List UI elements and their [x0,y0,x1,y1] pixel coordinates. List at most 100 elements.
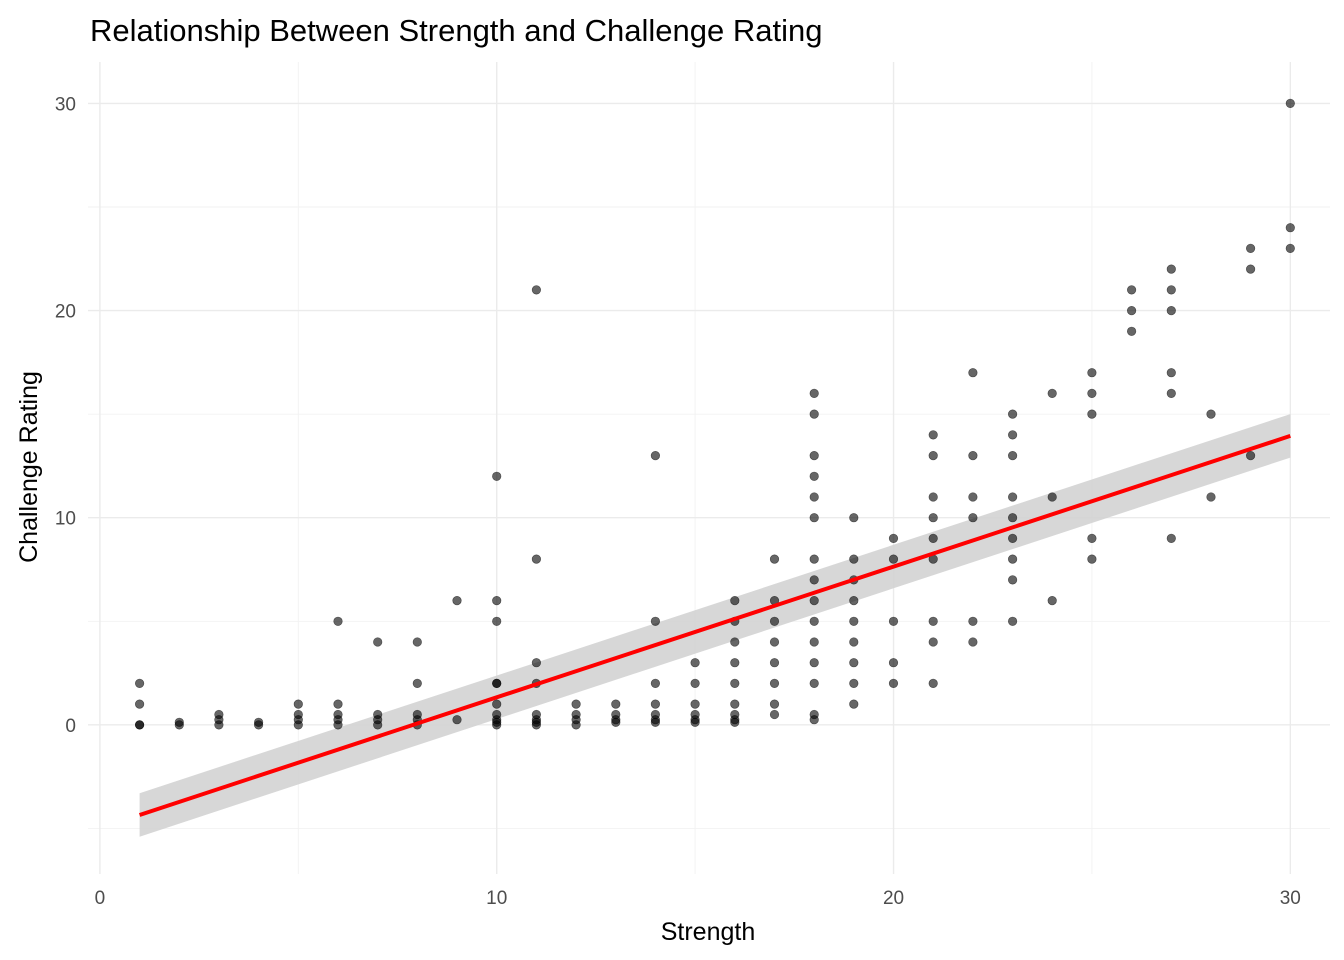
data-point [531,658,542,668]
data-point [769,658,780,668]
data-point [1007,430,1018,440]
data-point [769,554,780,564]
data-point [849,554,859,564]
data-point [968,616,978,626]
regression-line-layer [138,433,1291,817]
data-point [1087,388,1097,399]
data-point [1007,513,1018,523]
data-point [928,616,938,626]
chart-title: Relationship Between Strength and Challe… [90,13,822,48]
data-point [611,717,621,727]
data-point [1007,492,1018,502]
data-point [1126,326,1137,336]
data-point [174,720,184,730]
data-point [492,595,502,606]
data-point [968,368,978,378]
data-point [214,720,224,730]
data-point [1007,451,1018,461]
data-point [849,513,859,523]
data-point [730,595,740,606]
data-point [888,533,899,544]
data-point [1087,368,1097,378]
data-point [1166,264,1176,274]
x-tick-label: 0 [95,888,106,909]
data-point [1285,243,1295,253]
data-point [492,616,502,626]
y-tick-label: 0 [65,716,76,737]
data-point [1007,616,1018,626]
data-point [333,720,343,730]
data-point [492,471,502,481]
data-point [849,678,859,689]
data-point [650,678,661,689]
data-point [730,678,740,689]
data-point [531,285,542,295]
data-point [1047,388,1057,399]
x-axis-ticks: 0 10 20 30 [95,888,1301,909]
data-point [650,699,661,709]
data-point [928,451,938,461]
data-point [809,616,819,626]
data-point [650,451,661,461]
data-point [1087,533,1097,544]
data-point [1126,306,1137,316]
data-point [333,699,343,709]
data-point [1166,533,1176,544]
data-point [769,699,780,709]
data-point [135,720,145,730]
data-point [849,616,859,626]
data-point [690,699,700,709]
data-points [135,98,1295,730]
data-point [1007,533,1018,544]
x-tick-label: 10 [486,888,507,909]
data-point [531,554,542,564]
data-point [1126,285,1137,295]
data-point [809,388,819,399]
data-point [968,513,978,523]
data-point [809,575,819,585]
data-point [968,637,978,647]
data-point [849,595,859,606]
data-point [452,715,462,725]
data-point [849,699,859,709]
data-point [1166,388,1176,399]
data-point [531,720,542,730]
data-point [1047,492,1057,502]
data-point [809,595,819,606]
data-point [135,678,145,689]
data-point [928,678,938,689]
x-tick-label: 30 [1280,888,1301,909]
data-point [769,678,780,689]
data-point [254,720,264,730]
data-point [730,658,740,668]
data-point [1285,223,1295,233]
data-point [809,492,819,502]
data-point [1007,409,1018,419]
data-point [1087,409,1097,419]
data-point [928,430,938,440]
data-point [888,616,899,626]
data-point [1245,243,1256,253]
data-point [611,699,621,709]
data-point [849,658,859,668]
data-point [373,637,383,647]
y-axis-label: Challenge Rating [15,371,43,563]
x-tick-label: 20 [883,888,904,909]
data-point [809,658,819,668]
data-point [809,471,819,481]
y-tick-label: 20 [55,302,76,323]
data-point [1087,554,1097,564]
data-point [373,720,383,730]
data-point [1047,595,1057,606]
data-point [769,616,780,626]
data-point [650,717,661,727]
data-point [809,409,819,419]
data-point [1206,409,1216,419]
data-point [809,513,819,523]
data-point [1166,285,1176,295]
data-point [730,699,740,709]
data-point [1206,492,1216,502]
data-point [1245,451,1256,461]
data-point [769,709,780,720]
data-point [730,637,740,647]
